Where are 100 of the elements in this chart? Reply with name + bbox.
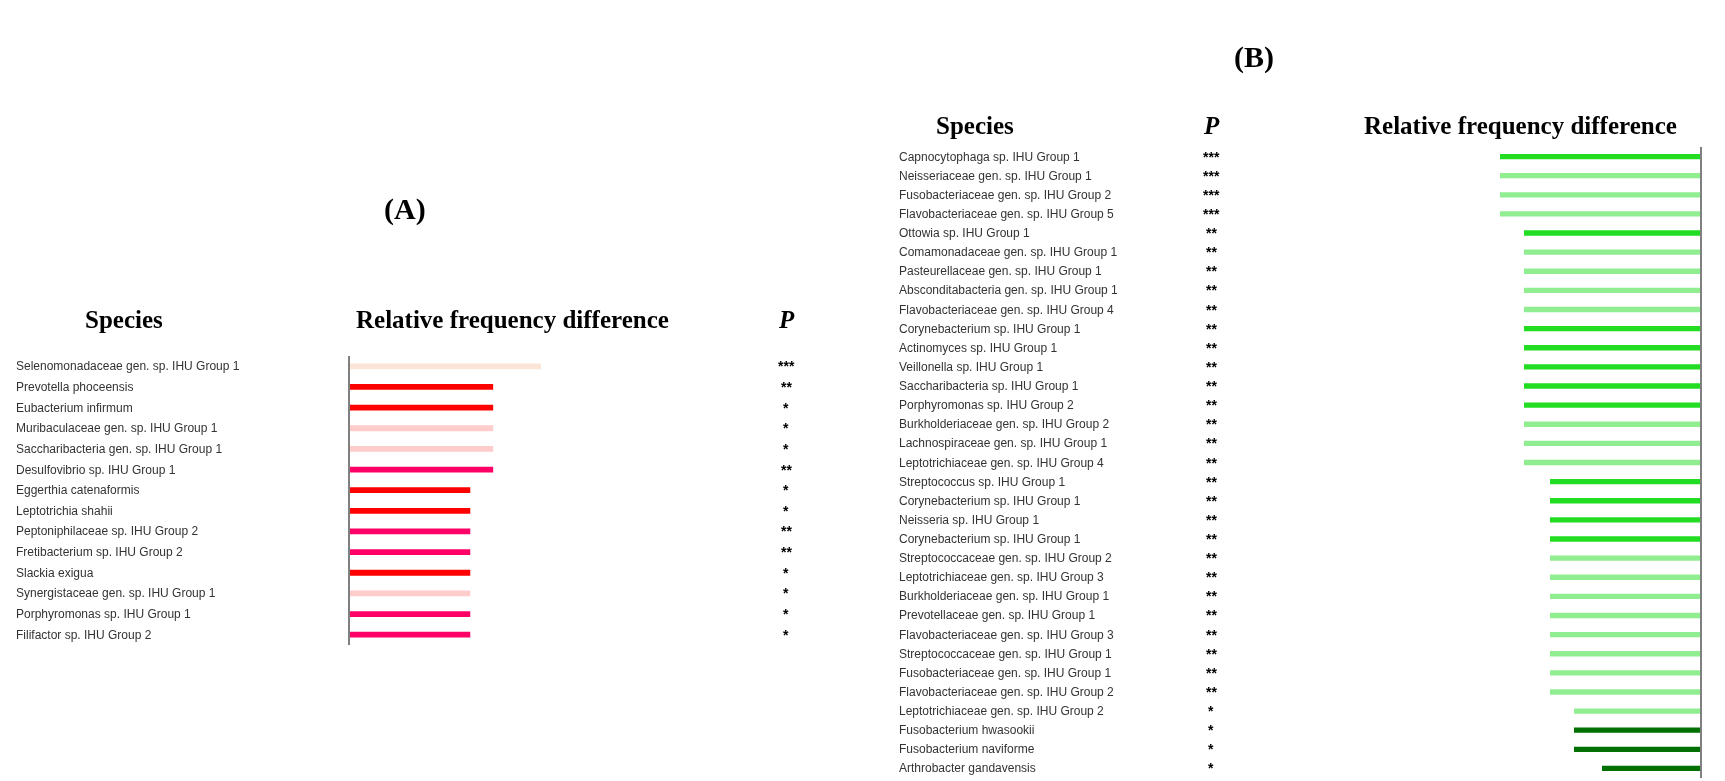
y-tick-label: Muribaculaceae gen. sp. IHU Group 1 [16, 421, 218, 435]
y-tick-label: Selenomonadaceae gen. sp. IHU Group 1 [16, 359, 240, 373]
text: ** [1206, 340, 1218, 356]
y-tick-label: Leptotrichiaceae gen. sp. IHU Group 4 [899, 456, 1105, 470]
text: * [783, 441, 789, 457]
text: ** [1206, 435, 1218, 451]
text: * [783, 627, 789, 643]
y-tick-label: Eubacterium infirmum [16, 401, 133, 415]
y-tick-label: Peptoniphilaceae sp. IHU Group 2 [16, 524, 199, 538]
text: ** [781, 523, 793, 539]
y-tick-label: Capnocytophaga sp. IHU Group 1 [899, 150, 1081, 164]
y-tick-label: Corynebacterium sp. IHU Group 1 [899, 494, 1081, 508]
y-tick-label: Filifactor sp. IHU Group 2 [16, 628, 152, 642]
y-tick-label: Porphyromonas sp. IHU Group 2 [899, 398, 1075, 412]
y-tick-label: Saccharibacteria gen. sp. IHU Group 1 [16, 442, 223, 456]
y-tick-label: Desulfovibrio sp. IHU Group 1 [16, 463, 176, 477]
y-tick-label: Burkholderiaceae gen. sp. IHU Group 2 [899, 417, 1110, 431]
text: * [783, 482, 789, 498]
text: * [783, 606, 789, 622]
text: * [783, 420, 789, 436]
y-tick-label: Fretibacterium sp. IHU Group 2 [16, 545, 184, 559]
y-tick-label: Flavobacteriaceae gen. sp. IHU Group 3 [899, 628, 1115, 642]
y-axis-title: Species [936, 112, 1015, 139]
text: ** [1206, 225, 1218, 241]
text: * [783, 503, 789, 519]
text: ** [1206, 627, 1218, 643]
y-tick-label: Leptotrichiaceae gen. sp. IHU Group 3 [899, 570, 1105, 584]
y-tick-label: Pasteurellaceae gen. sp. IHU Group 1 [899, 264, 1103, 278]
y-tick-label: Comamonadaceae gen. sp. IHU Group 1 [899, 245, 1118, 259]
text: ** [781, 462, 793, 478]
y-tick-label: Absconditabacteria gen. sp. IHU Group 1 [899, 283, 1119, 297]
text: ** [1206, 282, 1218, 298]
y-tick-label: Corynebacterium sp. IHU Group 1 [899, 532, 1081, 546]
y-tick-label: Streptococcaceae gen. sp. IHU Group 1 [899, 647, 1113, 661]
text: * [783, 585, 789, 601]
y-tick-label: Burkholderiaceae gen. sp. IHU Group 1 [899, 589, 1110, 603]
y-tick-label: Prevotella phoceensis [16, 380, 134, 394]
y-tick-label: Fusobacterium naviforme [899, 742, 1035, 756]
text: *** [1203, 149, 1220, 165]
y-tick-label: Ottowia sp. IHU Group 1 [899, 226, 1031, 240]
y-tick-label: Fusobacterium hwasookii [899, 723, 1035, 737]
text: (B) [1234, 40, 1274, 74]
text: P [778, 306, 795, 333]
y-tick-label: Flavobacteriaceae gen. sp. IHU Group 4 [899, 303, 1115, 317]
text: ** [1206, 244, 1218, 260]
text: * [783, 565, 789, 581]
text: ** [1206, 646, 1218, 662]
text: ** [1206, 550, 1218, 566]
y-tick-label: Leptotrichia shahii [16, 504, 113, 518]
y-axis-title: Species [85, 306, 164, 333]
text: ** [1206, 588, 1218, 604]
y-tick-label: Porphyromonas sp. IHU Group 1 [16, 607, 192, 621]
y-tick-label: Flavobacteriaceae gen. sp. IHU Group 2 [899, 685, 1115, 699]
text: ** [1206, 378, 1218, 394]
text: ** [1206, 512, 1218, 528]
text: * [1208, 741, 1214, 757]
y-tick-label: Lachnospiraceae gen. sp. IHU Group 1 [899, 436, 1108, 450]
y-tick-label: Neisseria sp. IHU Group 1 [899, 513, 1040, 527]
y-tick-label: Fusobacteriaceae gen. sp. IHU Group 2 [899, 188, 1112, 202]
text: ** [1206, 531, 1218, 547]
text: ** [1206, 263, 1218, 279]
y-tick-label: Slackia exigua [16, 566, 94, 580]
text: ** [1206, 607, 1218, 623]
text: *** [778, 358, 795, 374]
y-tick-label: Prevotellaceae gen. sp. IHU Group 1 [899, 608, 1096, 622]
x-axis-title: Relative frequency difference [1364, 112, 1677, 139]
text: ** [1206, 665, 1218, 681]
text: * [1208, 722, 1214, 738]
y-tick-label: Arthrobacter gandavensis [899, 761, 1036, 775]
text: ** [1206, 569, 1218, 585]
y-tick-label: Corynebacterium sp. IHU Group 1 [899, 322, 1081, 336]
text: ** [1206, 455, 1218, 471]
text: ** [1206, 397, 1218, 413]
text: * [1208, 760, 1214, 776]
text: ** [1206, 359, 1218, 375]
text: P [1203, 112, 1220, 139]
text: *** [1203, 206, 1220, 222]
y-tick-label: Eggerthia catenaformis [16, 483, 140, 497]
text: ** [781, 379, 793, 395]
text: ** [1206, 474, 1218, 490]
text: ** [1206, 493, 1218, 509]
text: * [783, 400, 789, 416]
y-tick-label: Actinomyces sp. IHU Group 1 [899, 341, 1058, 355]
chart-title: (A) [384, 192, 426, 226]
text: ** [1206, 302, 1218, 318]
y-tick-label: Synergistaceae gen. sp. IHU Group 1 [16, 586, 216, 600]
text: * [1208, 703, 1214, 719]
y-tick-label: Streptococcus sp. IHU Group 1 [899, 475, 1066, 489]
y-tick-label: Saccharibacteria sp. IHU Group 1 [899, 379, 1079, 393]
y-tick-label: Streptococcaceae gen. sp. IHU Group 2 [899, 551, 1113, 565]
y-tick-label: Neisseriaceae gen. sp. IHU Group 1 [899, 169, 1093, 183]
y-tick-label: Leptotrichiaceae gen. sp. IHU Group 2 [899, 704, 1105, 718]
text: *** [1203, 187, 1220, 203]
text: ** [1206, 321, 1218, 337]
text: ** [1206, 416, 1218, 432]
text: ** [781, 544, 793, 560]
text: ** [1206, 684, 1218, 700]
y-tick-label: Flavobacteriaceae gen. sp. IHU Group 5 [899, 207, 1115, 221]
y-tick-label: Fusobacteriaceae gen. sp. IHU Group 1 [899, 666, 1112, 680]
x-axis-title: Relative frequency difference [356, 306, 669, 333]
